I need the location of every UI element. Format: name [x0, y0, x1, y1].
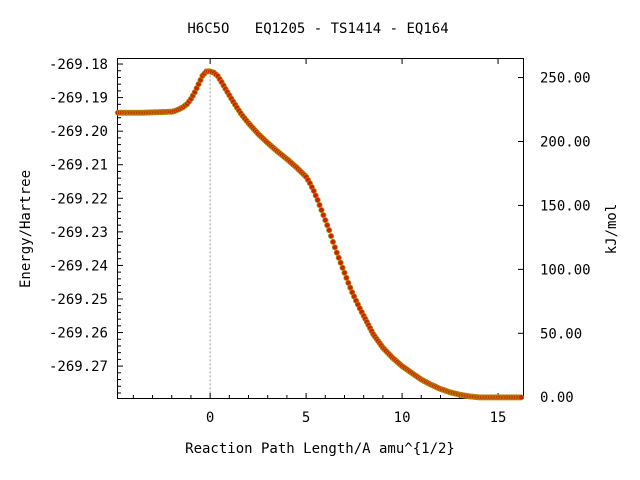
- data-point: [328, 233, 335, 240]
- y-tick-label: -269.26: [49, 326, 108, 342]
- x-tick-label: 10: [394, 410, 411, 426]
- y-tick-label: -269.21: [49, 158, 108, 174]
- data-points: [115, 68, 525, 401]
- data-point: [337, 259, 344, 266]
- data-point: [329, 238, 336, 245]
- y-tick-label: -269.24: [49, 258, 108, 274]
- y2-tick-label: 100.00: [540, 262, 591, 278]
- data-point: [518, 394, 525, 401]
- data-point: [314, 196, 321, 203]
- y2-tick-label: 50.00: [540, 326, 582, 342]
- y-tick-label: -269.19: [49, 91, 108, 107]
- y2-tick-label: 200.00: [540, 134, 591, 150]
- y-tick-label: -269.23: [49, 225, 108, 241]
- data-point: [335, 254, 342, 261]
- chart-title-group: H6C5O EQ1205 - TS1414 - EQ164: [187, 21, 448, 37]
- axis-tick-labels: 0 5 10 15 -269.18 -269.19 -269.20 -269.21 -269.2…: [49, 57, 591, 426]
- axis-ticks: [118, 59, 523, 398]
- chart-title: H6C5O EQ1205 - TS1414 - EQ164: [187, 21, 448, 37]
- data-point: [343, 274, 350, 281]
- y2-tick-label: 250.00: [540, 71, 591, 87]
- y-tick-label: -269.22: [49, 191, 108, 207]
- data-point: [341, 269, 348, 276]
- x-axis-label: Reaction Path Length/A amu^{1/2}: [185, 441, 455, 457]
- data-point: [324, 222, 331, 229]
- y-tick-label: -269.27: [49, 359, 108, 375]
- data-point: [316, 202, 323, 209]
- y2-tick-label: 150.00: [540, 198, 591, 214]
- data-point: [331, 244, 338, 251]
- x-tick-label: 15: [490, 410, 507, 426]
- data-point: [318, 207, 325, 214]
- data-point: [326, 227, 333, 234]
- y-tick-label: -269.18: [49, 57, 108, 73]
- y-axis-label: Energy/Hartree: [18, 170, 34, 288]
- y-tick-label: -269.25: [49, 292, 108, 308]
- y2-tick-label: 0.00: [540, 390, 574, 406]
- data-point: [339, 264, 346, 271]
- x-tick-label: 5: [302, 410, 310, 426]
- data-point: [333, 249, 340, 256]
- x-tick-label: 0: [206, 410, 214, 426]
- y-tick-label: -269.20: [49, 124, 108, 140]
- plot-frame: [117, 58, 524, 399]
- y2-axis-label: kJ/mol: [604, 204, 620, 255]
- data-point: [322, 217, 329, 224]
- data-point: [320, 212, 327, 219]
